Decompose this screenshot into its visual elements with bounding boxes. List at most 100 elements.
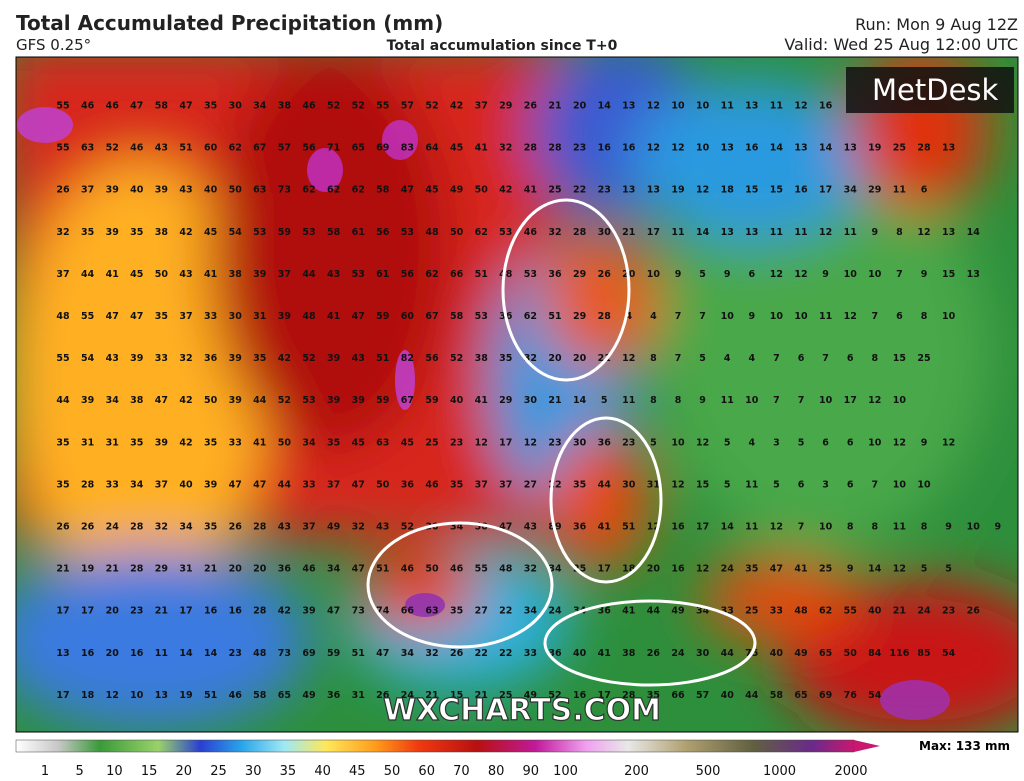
grid-value: 39	[155, 437, 168, 448]
logo-box	[846, 67, 1014, 113]
grid-value: 29	[499, 101, 512, 112]
grid-value: 53	[302, 227, 315, 238]
grid-value: 65	[278, 690, 291, 701]
grid-value: 21	[56, 564, 69, 575]
grid-value: 44	[647, 606, 661, 617]
grid-value: 23	[548, 437, 561, 448]
grid-value: 53	[499, 227, 512, 238]
grid-value: 52	[450, 353, 463, 364]
grid-value: 36	[401, 479, 415, 490]
grid-value: 58	[155, 101, 169, 112]
grid-value: 13	[721, 143, 734, 154]
colorbar-label: 500	[696, 764, 721, 779]
grid-value: 46	[425, 479, 439, 490]
grid-value: 28	[548, 143, 562, 154]
grid-value: 38	[155, 227, 169, 238]
grid-value: 38	[130, 395, 144, 406]
grid-value: 18	[81, 690, 95, 701]
grid-value: 28	[524, 143, 538, 154]
grid-value: 19	[81, 564, 94, 575]
grid-value: 26	[967, 606, 981, 617]
grid-value: 12	[893, 437, 906, 448]
grid-value: 33	[204, 311, 217, 322]
grid-value: 6	[798, 479, 805, 490]
grid-value: 35	[204, 101, 217, 112]
grid-value: 15	[770, 185, 783, 196]
grid-value: 46	[524, 227, 538, 238]
grid-value: 44	[721, 648, 735, 659]
grid-value: 35	[81, 227, 94, 238]
grid-value: 47	[352, 479, 365, 490]
grid-value: 51	[548, 311, 561, 322]
colorbar-label: 2000	[834, 764, 867, 779]
grid-value: 25	[573, 564, 586, 575]
grid-value: 33	[155, 353, 168, 364]
grid-value: 69	[819, 690, 832, 701]
grid-value: 53	[524, 269, 537, 280]
grid-value: 14	[819, 143, 833, 154]
grid-value: 39	[278, 311, 291, 322]
grid-value: 35	[327, 437, 340, 448]
grid-value: 8	[650, 395, 657, 406]
grid-value: 52	[352, 101, 365, 112]
grid-value: 17	[81, 606, 94, 617]
grid-value: 20	[106, 606, 120, 617]
grid-value: 34	[548, 564, 562, 575]
grid-value: 58	[376, 185, 390, 196]
grid-value: 43	[179, 269, 192, 280]
grid-value: 46	[229, 690, 243, 701]
grid-value: 45	[425, 185, 438, 196]
grid-value: 17	[819, 185, 832, 196]
grid-value: 22	[475, 648, 488, 659]
grid-value: 37	[302, 522, 315, 533]
max-label: Max: 133 mm	[919, 739, 1010, 753]
grid-value: 15	[745, 185, 758, 196]
grid-value: 17	[844, 395, 857, 406]
grid-value: 9	[994, 522, 1001, 533]
grid-value: 29	[499, 395, 512, 406]
grid-value: 17	[499, 437, 512, 448]
grid-value: 33	[229, 437, 242, 448]
grid-value: 28	[573, 227, 587, 238]
grid-value: 21	[548, 395, 561, 406]
colorbar-arrow	[854, 740, 880, 752]
grid-value: 63	[376, 437, 389, 448]
grid-value: 40	[573, 648, 587, 659]
grid-value: 40	[721, 690, 735, 701]
grid-value: 65	[352, 143, 365, 154]
grid-value: 12	[868, 395, 881, 406]
grid-value: 30	[524, 395, 538, 406]
grid-value: 16	[819, 101, 833, 112]
grid-value: 42	[278, 353, 291, 364]
grid-value: 25	[499, 690, 512, 701]
grid-value: 51	[376, 353, 389, 364]
grid-value: 26	[376, 690, 390, 701]
grid-value: 26	[56, 185, 70, 196]
grid-value: 49	[671, 606, 684, 617]
grid-value: 39	[352, 395, 365, 406]
grid-value: 35	[745, 564, 758, 575]
grid-value: 41	[598, 522, 611, 533]
grid-value: 26	[229, 522, 243, 533]
valid-time: Valid: Wed 25 Aug 12:00 UTC	[784, 35, 1018, 54]
grid-value: 46	[106, 101, 120, 112]
grid-value: 47	[106, 311, 119, 322]
grid-value: 7	[871, 311, 878, 322]
grid-value: 12	[770, 269, 783, 280]
grid-value: 47	[130, 101, 143, 112]
grid-value: 52	[278, 395, 291, 406]
grid-value: 67	[401, 395, 414, 406]
grid-value: 14	[573, 395, 587, 406]
grid-value: 62	[302, 185, 315, 196]
grid-value: 37	[155, 479, 168, 490]
watermark: WXCHARTS.COM	[383, 693, 661, 728]
grid-value: 45	[130, 269, 143, 280]
grid-value: 13	[745, 101, 758, 112]
grid-value: 57	[401, 101, 414, 112]
grid-value: 32	[499, 143, 512, 154]
grid-value: 8	[675, 395, 682, 406]
grid-value: 21	[548, 101, 561, 112]
grid-value: 12	[844, 311, 857, 322]
title: Total Accumulated Precipitation (mm)	[16, 11, 443, 35]
grid-value: 11	[770, 227, 783, 238]
